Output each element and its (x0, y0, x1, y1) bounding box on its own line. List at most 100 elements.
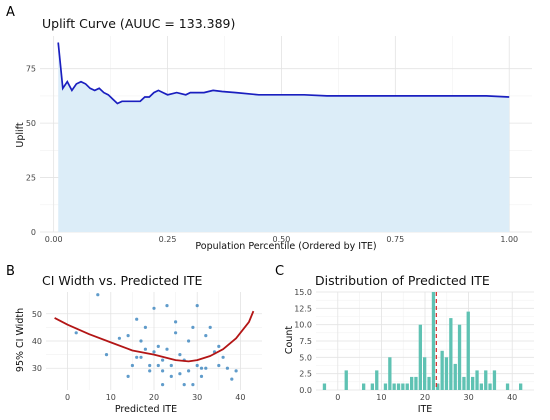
scatter-point (217, 344, 221, 348)
uplift-y-axis-label: Uplift (15, 122, 26, 147)
histogram-bar (505, 383, 510, 390)
histogram-bar (410, 376, 414, 390)
ite-hist-y-axis-label: Count (284, 326, 295, 354)
uplift-y-tick-label: 0 (31, 228, 36, 237)
scatter-point (156, 344, 160, 348)
ite-hist-x-tick-label: 30 (464, 393, 474, 402)
histogram-bar (401, 383, 405, 390)
histogram-bar (436, 383, 440, 390)
scatter-point (165, 304, 169, 308)
ite-hist-plot-area: 0 10 20 30 40 0.0 2.5 5.0 7.5 10.0 12.5 15.0 (294, 288, 534, 402)
histogram-bar (375, 370, 379, 390)
scatter-point (117, 336, 121, 340)
scatter-point (187, 369, 191, 373)
histogram-bar (388, 357, 392, 390)
ite-hist-x-tick-label: 0 (335, 393, 340, 402)
uplift-y-tick-label: 75 (26, 65, 36, 74)
scatter-point (182, 383, 186, 387)
uplift-chart-title: Uplift Curve (AUUC = 133.389) (42, 16, 235, 31)
scatter-point (234, 369, 238, 373)
histogram-bar (322, 383, 327, 390)
scatter-point (191, 383, 195, 387)
scatter-point (225, 366, 229, 370)
panel-b-letter: B (6, 264, 15, 279)
histogram-bar (462, 376, 466, 390)
scatter-point (161, 383, 165, 387)
histogram-bar (488, 383, 492, 390)
ci-width-x-tick-label: 10 (106, 393, 116, 402)
scatter-point (169, 363, 173, 368)
scatter-point (152, 306, 156, 310)
histogram-bar (484, 370, 488, 390)
scatter-point (156, 363, 160, 368)
histogram-bar (479, 383, 483, 390)
scatter-point (208, 325, 212, 329)
scatter-point (126, 374, 130, 378)
histogram-bar (405, 383, 409, 390)
uplift-y-tick-label: 50 (26, 119, 36, 128)
ci-width-chart-title: CI Width vs. Predicted ITE (42, 273, 203, 288)
histogram-bar (440, 350, 444, 390)
uplift-x-axis-label: Population Percentile (Ordered by ITE) (195, 241, 376, 252)
histogram-bar (471, 376, 475, 390)
histogram-bar (444, 357, 449, 390)
ite-hist-x-axis-label: ITE (418, 404, 433, 415)
scatter-point (139, 339, 143, 343)
panel-a-letter: A (6, 5, 15, 20)
scatter-point (178, 372, 182, 376)
scatter-point (191, 325, 195, 329)
ite-hist-x-tick-label: 20 (420, 393, 430, 402)
ci-width-x-axis-label: Predicted ITE (115, 404, 177, 415)
histogram-bar (392, 383, 396, 390)
histogram-bar (475, 370, 479, 390)
scatter-point (96, 293, 100, 297)
ite-hist-y-tick-label: 5.0 (299, 353, 312, 362)
ci-width-y-tick-label: 40 (32, 337, 42, 346)
scatter-point (148, 369, 152, 373)
ite-hist-x-tick-label: 10 (376, 393, 386, 402)
scatter-point (139, 355, 143, 359)
uplift-x-tick-label: 0.50 (273, 235, 291, 244)
scatter-point (104, 353, 109, 357)
scatter-point (135, 355, 139, 359)
ite-hist-y-tick-label: 0.0 (299, 386, 312, 395)
scatter-point (130, 363, 134, 368)
histogram-bar (457, 324, 462, 390)
histogram-bar (370, 383, 374, 390)
ci-width-x-tick-label: 30 (192, 393, 202, 402)
ci-width-y-axis-label: 95% CI Width (15, 308, 26, 372)
histogram-bar (383, 383, 388, 390)
uplift-x-tick-label: 0.25 (159, 235, 177, 244)
scatter-point (221, 355, 225, 359)
uplift-x-tick-label: 0.00 (45, 235, 63, 244)
ite-hist-y-tick-label: 12.5 (294, 304, 312, 313)
uplift-y-tick-label: 25 (26, 174, 36, 183)
panel-c-letter: C (275, 264, 284, 279)
ite-hist-y-tick-label: 10.0 (294, 321, 312, 330)
histogram-bar (519, 383, 523, 390)
scatter-point (161, 358, 165, 362)
histogram-bar (449, 318, 453, 390)
ci-width-x-tick-label: 20 (149, 393, 159, 402)
scatter-point (178, 353, 182, 357)
ci-width-plot-area: 0 10 20 30 40 30 40 50 (32, 292, 262, 402)
histogram-bar (427, 376, 431, 390)
scatter-point (217, 363, 221, 368)
scatter-point (152, 350, 156, 354)
histogram-bar (418, 324, 422, 390)
ite-hist-chart-title: Distribution of Predicted ITE (315, 273, 490, 288)
uplift-line (57, 42, 510, 105)
scatter-point (204, 366, 208, 370)
histogram-bar (431, 292, 436, 390)
scatter-point (195, 363, 199, 368)
histogram-bar (362, 383, 366, 390)
scatter-point (143, 347, 147, 351)
ci-width-y-tick-label: 50 (32, 310, 42, 319)
scatter-point (204, 334, 208, 338)
uplift-area-fill (58, 42, 510, 232)
scatter-point (174, 331, 178, 335)
scatter-point (126, 334, 130, 338)
scatter-point (199, 374, 204, 378)
scatter-point (74, 331, 78, 335)
ite-hist-y-tick-label: 2.5 (299, 370, 312, 379)
